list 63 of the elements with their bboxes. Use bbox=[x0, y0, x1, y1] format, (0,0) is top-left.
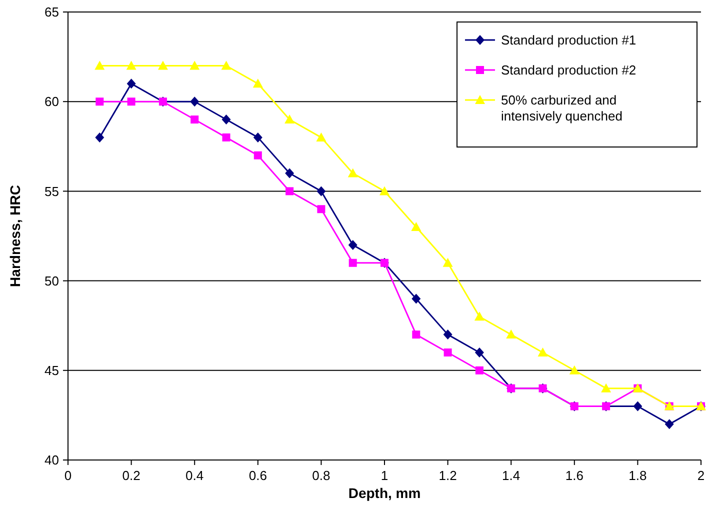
x-tick-label: 0 bbox=[64, 468, 72, 483]
point bbox=[126, 60, 136, 70]
point bbox=[475, 366, 484, 374]
x-tick-label: 0.6 bbox=[248, 468, 267, 483]
y-axis-title: Hardness, HRC bbox=[7, 185, 23, 287]
point bbox=[253, 132, 262, 142]
point bbox=[506, 330, 516, 339]
y-tick-label: 50 bbox=[44, 273, 59, 288]
point bbox=[317, 205, 326, 214]
point bbox=[190, 96, 200, 107]
point bbox=[569, 365, 580, 374]
x-tick-label: 1.6 bbox=[565, 468, 584, 483]
legend-label: 50% carburized and intensively quenched bbox=[501, 92, 622, 124]
point bbox=[254, 151, 262, 160]
x-tick-label: 0.4 bbox=[186, 468, 204, 483]
point bbox=[633, 401, 642, 412]
x-tick-label: 1.4 bbox=[502, 468, 520, 483]
point bbox=[443, 330, 452, 340]
y-tick-label: 60 bbox=[44, 94, 59, 110]
y-tick-label: 45 bbox=[44, 362, 59, 378]
point bbox=[96, 98, 104, 106]
point bbox=[222, 133, 230, 142]
x-tick-label: 1.2 bbox=[438, 468, 457, 483]
point bbox=[316, 186, 326, 196]
point bbox=[95, 132, 104, 142]
point bbox=[190, 116, 199, 124]
point bbox=[348, 168, 358, 178]
y-tick-label: 55 bbox=[44, 184, 59, 199]
x-tick-label: 2 bbox=[697, 468, 705, 483]
point bbox=[286, 187, 294, 196]
point bbox=[380, 186, 390, 196]
point bbox=[285, 168, 294, 178]
point bbox=[221, 60, 232, 70]
point bbox=[474, 312, 484, 321]
point bbox=[222, 114, 231, 125]
point bbox=[158, 60, 168, 70]
x-tick-label: 0.2 bbox=[122, 468, 140, 483]
point bbox=[348, 240, 358, 250]
point bbox=[412, 330, 420, 339]
point bbox=[348, 258, 357, 267]
x-axis-title: Depth, mm bbox=[348, 485, 421, 501]
point bbox=[444, 348, 452, 356]
point bbox=[190, 60, 200, 70]
x-tick-label: 1 bbox=[380, 468, 388, 483]
point bbox=[252, 78, 263, 88]
point bbox=[601, 383, 612, 392]
point bbox=[126, 78, 136, 89]
point bbox=[664, 419, 674, 430]
point bbox=[127, 98, 136, 106]
x-tick-label: 1.8 bbox=[628, 468, 647, 483]
point bbox=[316, 132, 326, 142]
point bbox=[284, 114, 295, 124]
legend-label: Standard production #2 bbox=[501, 62, 636, 78]
x-tick-label: 0.8 bbox=[312, 468, 330, 483]
point bbox=[538, 347, 548, 356]
point bbox=[411, 222, 422, 232]
point bbox=[94, 60, 105, 70]
point bbox=[442, 258, 453, 267]
point bbox=[412, 294, 421, 304]
point bbox=[474, 347, 484, 358]
y-tick-label: 65 bbox=[44, 4, 59, 20]
y-tick-label: 40 bbox=[44, 452, 59, 468]
legend-label: Standard production #1 bbox=[501, 32, 636, 48]
